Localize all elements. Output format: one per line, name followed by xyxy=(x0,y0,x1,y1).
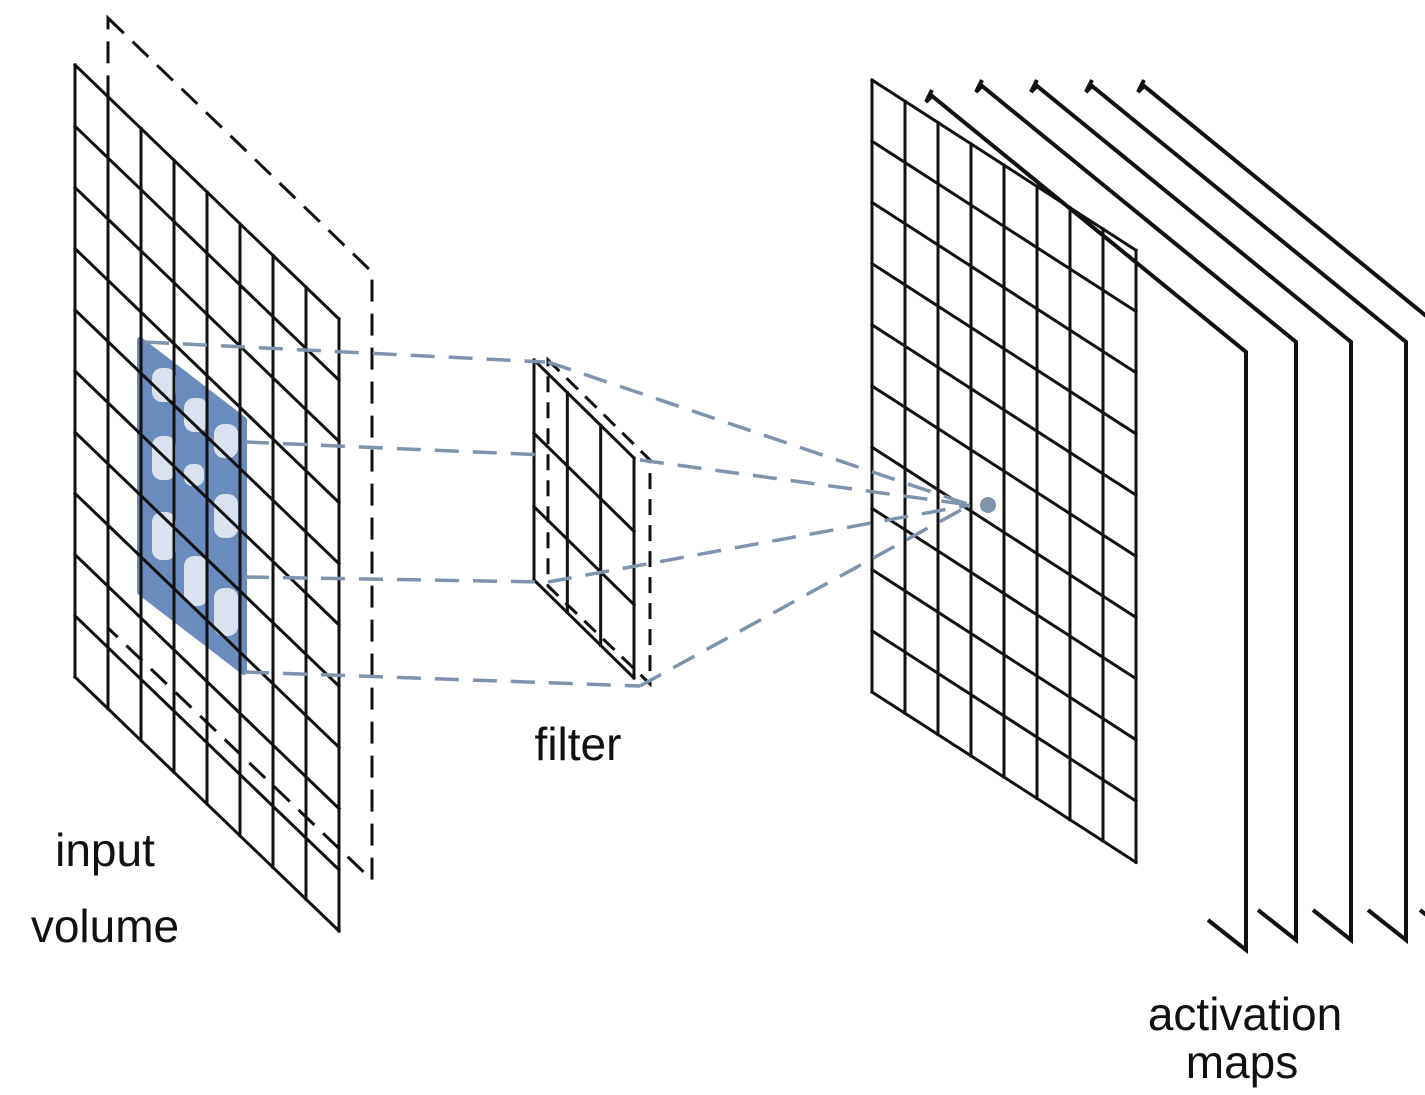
connector-input-to-filter-3 xyxy=(244,575,546,584)
input-grid-hline xyxy=(72,430,342,689)
activation-grid-hline xyxy=(869,200,1139,375)
input-label-line1: input xyxy=(55,824,155,876)
input-grid-hline xyxy=(72,613,342,872)
connector-input-to-filter-4 xyxy=(244,670,641,688)
connector-filter-to-map-4 xyxy=(639,503,971,688)
activation-back-maps xyxy=(924,79,1425,955)
input-grid-hline xyxy=(72,246,342,505)
input-grid-hline xyxy=(72,185,342,444)
filter-back-slice xyxy=(546,356,652,688)
activation-back-map xyxy=(924,89,1248,955)
activation-grid-hline xyxy=(869,567,1139,742)
filter-grid-hline xyxy=(531,577,637,681)
activation-label-line2: maps xyxy=(1186,1036,1298,1088)
connector-lines xyxy=(144,340,971,688)
activation-front-grid xyxy=(869,77,1139,865)
activation-back-map xyxy=(1084,79,1408,945)
connector-input-to-filter-2 xyxy=(244,440,546,457)
activation-maps xyxy=(869,77,1425,955)
input-grid-hline xyxy=(72,62,342,322)
filter-label: filter xyxy=(535,718,622,770)
connector-filter-to-map-1 xyxy=(547,360,971,507)
filter-grid-hline xyxy=(531,357,637,461)
activation-back-map xyxy=(974,79,1298,945)
filter xyxy=(531,356,652,688)
activation-grid-hline xyxy=(869,628,1139,804)
filter-front-grid xyxy=(531,357,637,681)
activation-grid-hline xyxy=(869,383,1139,559)
activation-grid-hline xyxy=(869,139,1139,314)
input-label-line2: volume xyxy=(31,900,179,952)
output-activation-point xyxy=(980,497,996,513)
input-grid-hline xyxy=(72,124,342,383)
activation-grid-hline xyxy=(869,506,1139,681)
input-grid-hline xyxy=(72,368,342,628)
filter-grid-hline xyxy=(531,431,637,534)
activation-back-map xyxy=(1136,79,1425,917)
activation-grid-hline xyxy=(869,261,1139,436)
activation-grid-hline xyxy=(869,322,1139,498)
filter-grid-hline xyxy=(531,504,637,607)
activation-grid-hline xyxy=(869,689,1139,865)
input-grid-hline xyxy=(72,552,342,811)
input-grid-hline xyxy=(72,491,342,750)
activation-back-map xyxy=(1029,79,1353,945)
connector-input-to-filter-1 xyxy=(144,340,546,364)
connector-filter-to-map-3 xyxy=(547,503,971,584)
input-grid-hline xyxy=(72,674,342,934)
input-grid-hline xyxy=(72,307,342,566)
connector-filter-to-map-2 xyxy=(639,458,971,507)
input-volume xyxy=(72,14,374,934)
activation-label-line1: activation xyxy=(1148,988,1342,1040)
activation-grid-hline xyxy=(869,77,1139,253)
activation-grid-hline xyxy=(869,445,1139,620)
input-front-grid xyxy=(72,62,342,934)
